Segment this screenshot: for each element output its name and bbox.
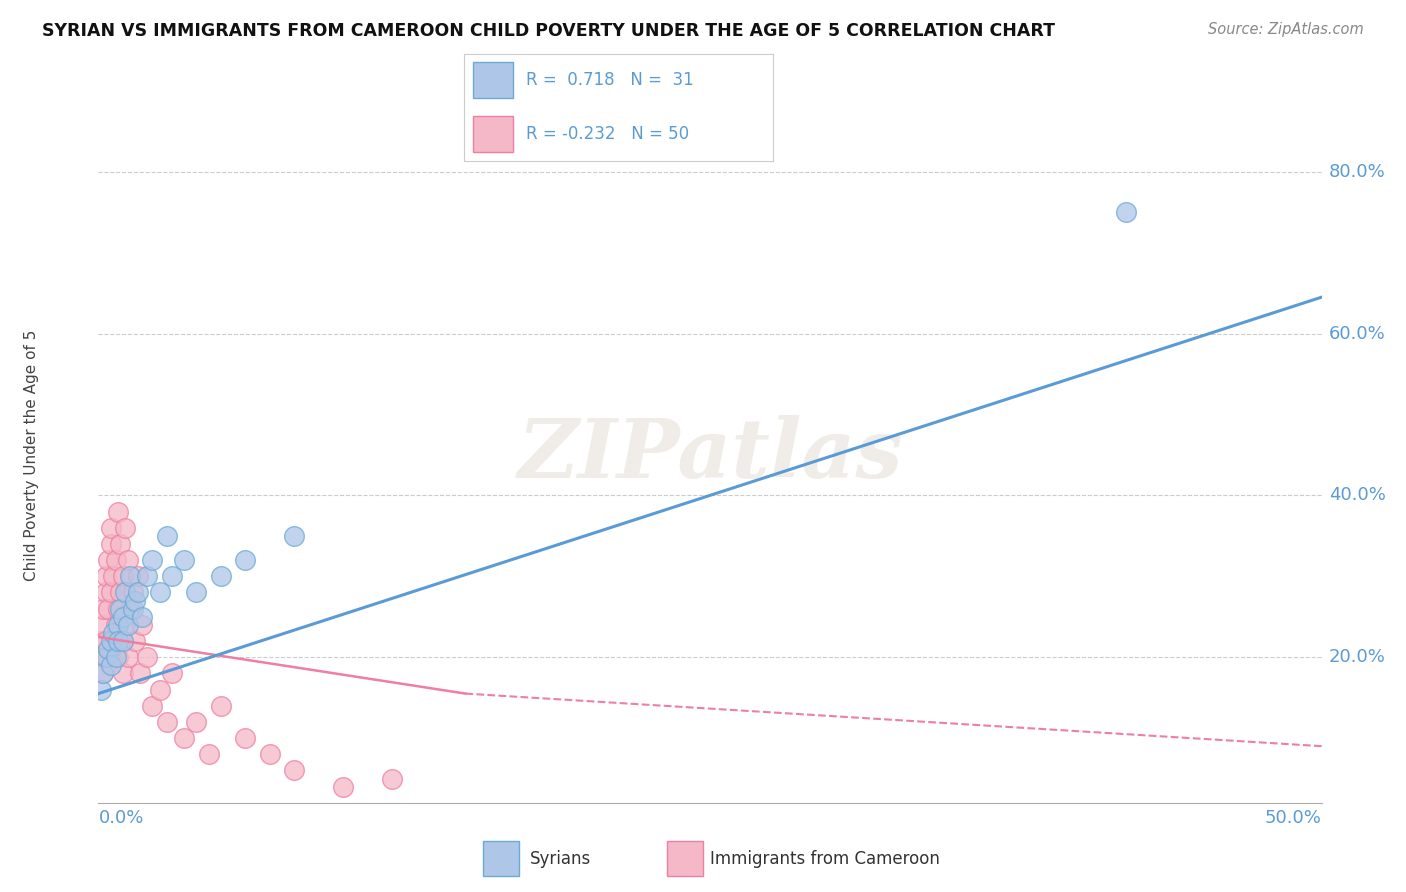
- Text: R = -0.232   N = 50: R = -0.232 N = 50: [526, 125, 689, 143]
- Point: [209, 698, 232, 713]
- Point: [124, 593, 146, 607]
- Point: [101, 634, 124, 648]
- Point: [111, 666, 134, 681]
- Point: [141, 698, 163, 713]
- Point: [90, 682, 112, 697]
- Text: Syrians: Syrians: [530, 849, 591, 868]
- Point: [110, 537, 132, 551]
- Point: [127, 569, 149, 583]
- Text: Child Poverty Under the Age of 5: Child Poverty Under the Age of 5: [24, 329, 38, 581]
- Point: [127, 585, 149, 599]
- Point: [136, 650, 159, 665]
- Point: [129, 666, 152, 681]
- Point: [104, 617, 127, 632]
- Bar: [482, 841, 519, 876]
- Bar: [474, 62, 513, 98]
- Point: [107, 601, 129, 615]
- Point: [124, 634, 146, 648]
- Point: [332, 780, 354, 794]
- Text: ZIPatlas: ZIPatlas: [517, 415, 903, 495]
- Point: [233, 731, 256, 745]
- Text: Source: ZipAtlas.com: Source: ZipAtlas.com: [1208, 22, 1364, 37]
- Text: 60.0%: 60.0%: [1329, 325, 1385, 343]
- Point: [117, 650, 139, 665]
- Point: [111, 609, 134, 624]
- Point: [111, 634, 134, 648]
- Point: [104, 553, 127, 567]
- Point: [91, 617, 114, 632]
- Point: [121, 585, 143, 599]
- Point: [110, 601, 132, 615]
- Text: 40.0%: 40.0%: [1329, 486, 1385, 504]
- Point: [283, 764, 305, 778]
- Point: [100, 521, 122, 535]
- Point: [104, 650, 127, 665]
- Point: [101, 626, 124, 640]
- Text: R =  0.718   N =  31: R = 0.718 N = 31: [526, 71, 693, 89]
- Point: [114, 521, 136, 535]
- Text: 0.0%: 0.0%: [98, 809, 143, 827]
- Point: [90, 650, 112, 665]
- Point: [160, 569, 183, 583]
- Point: [90, 634, 112, 648]
- Point: [381, 772, 404, 786]
- Point: [91, 666, 114, 681]
- Point: [131, 609, 153, 624]
- Point: [100, 585, 122, 599]
- Point: [121, 601, 143, 615]
- Point: [94, 650, 117, 665]
- Point: [197, 747, 219, 762]
- Point: [111, 634, 134, 648]
- Point: [149, 682, 172, 697]
- Point: [141, 553, 163, 567]
- Point: [117, 553, 139, 567]
- Bar: [474, 116, 513, 152]
- Point: [131, 617, 153, 632]
- Text: Immigrants from Cameroon: Immigrants from Cameroon: [710, 849, 939, 868]
- Point: [91, 666, 114, 681]
- Point: [149, 585, 172, 599]
- Point: [94, 585, 117, 599]
- Point: [107, 650, 129, 665]
- Text: 50.0%: 50.0%: [1265, 809, 1322, 827]
- Point: [156, 714, 179, 729]
- Text: 20.0%: 20.0%: [1329, 648, 1385, 666]
- Point: [97, 650, 120, 665]
- Point: [120, 601, 142, 615]
- Bar: [666, 841, 703, 876]
- Point: [97, 642, 120, 657]
- Point: [94, 634, 117, 648]
- Text: 80.0%: 80.0%: [1329, 162, 1385, 181]
- Point: [97, 601, 120, 615]
- Point: [173, 553, 195, 567]
- Point: [173, 731, 195, 745]
- Point: [100, 634, 122, 648]
- Point: [94, 569, 117, 583]
- Point: [101, 569, 124, 583]
- Point: [186, 714, 208, 729]
- Point: [136, 569, 159, 583]
- Point: [160, 666, 183, 681]
- Point: [259, 747, 281, 762]
- Point: [97, 553, 120, 567]
- Point: [117, 617, 139, 632]
- Point: [1115, 205, 1137, 219]
- Point: [156, 529, 179, 543]
- Point: [114, 617, 136, 632]
- Point: [91, 601, 114, 615]
- Point: [120, 569, 142, 583]
- Point: [107, 617, 129, 632]
- Point: [283, 529, 305, 543]
- Point: [107, 504, 129, 518]
- Point: [209, 569, 232, 583]
- Point: [100, 537, 122, 551]
- Point: [186, 585, 208, 599]
- Point: [107, 634, 129, 648]
- Point: [233, 553, 256, 567]
- Point: [100, 658, 122, 673]
- Point: [114, 585, 136, 599]
- Point: [111, 569, 134, 583]
- Text: SYRIAN VS IMMIGRANTS FROM CAMEROON CHILD POVERTY UNDER THE AGE OF 5 CORRELATION : SYRIAN VS IMMIGRANTS FROM CAMEROON CHILD…: [42, 22, 1054, 40]
- Point: [110, 585, 132, 599]
